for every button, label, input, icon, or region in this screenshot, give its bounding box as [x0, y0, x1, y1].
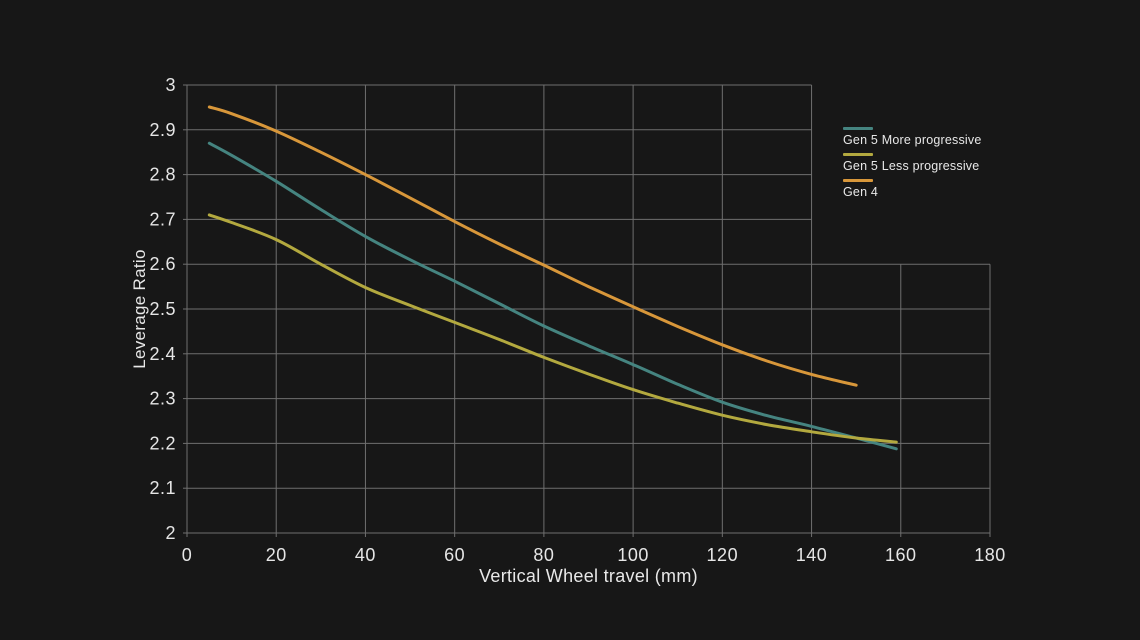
y-tick-label: 2.3: [149, 389, 176, 409]
legend-swatch-gen5-less-progressive: [843, 153, 873, 156]
x-tick-label: 160: [885, 545, 917, 565]
series-line-gen-5-less-progressive: [207, 213, 898, 444]
y-axis-title: Leverage Ratio: [130, 249, 149, 369]
legend-swatch-gen4: [843, 179, 873, 182]
legend-entry-gen4: Gen 4: [843, 179, 982, 199]
y-tick-label: 2.5: [149, 299, 176, 319]
x-tick-label: 120: [707, 545, 739, 565]
legend-label: Gen 5 Less progressive: [843, 159, 980, 173]
x-tick-label: 140: [796, 545, 828, 565]
y-tick-label: 2.6: [149, 254, 176, 274]
y-tick-label: 2.2: [149, 433, 176, 453]
series-line-gen-5-more-progressive: [207, 141, 898, 451]
x-tick-label: 180: [974, 545, 1006, 565]
x-tick-label: 100: [617, 545, 649, 565]
y-tick-label: 2.8: [149, 165, 176, 185]
x-tick-label: 20: [266, 545, 287, 565]
x-tick-label: 40: [355, 545, 376, 565]
y-tick-label: 2.4: [149, 344, 176, 364]
legend-swatch-gen5-more-progressive: [843, 127, 873, 130]
legend-entry-gen5-more-progressive: Gen 5 More progressive: [843, 127, 982, 147]
y-tick-label: 2.7: [149, 209, 176, 229]
y-tick-label: 3: [165, 75, 176, 95]
y-tick-label: 2.1: [149, 478, 176, 498]
x-tick-label: 80: [533, 545, 554, 565]
x-axis-title: Vertical Wheel travel (mm): [479, 566, 698, 586]
legend-label: Gen 5 More progressive: [843, 133, 982, 147]
x-tick-label: 60: [444, 545, 465, 565]
y-tick-label: 2.9: [149, 120, 176, 140]
y-tick-label: 2: [165, 523, 176, 543]
series-line-gen-4: [207, 105, 858, 387]
legend-entry-gen5-less-progressive: Gen 5 Less progressive: [843, 153, 982, 173]
legend: Gen 5 More progressive Gen 5 Less progre…: [843, 127, 982, 205]
legend-label: Gen 4: [843, 185, 879, 199]
x-tick-label: 0: [182, 545, 193, 565]
